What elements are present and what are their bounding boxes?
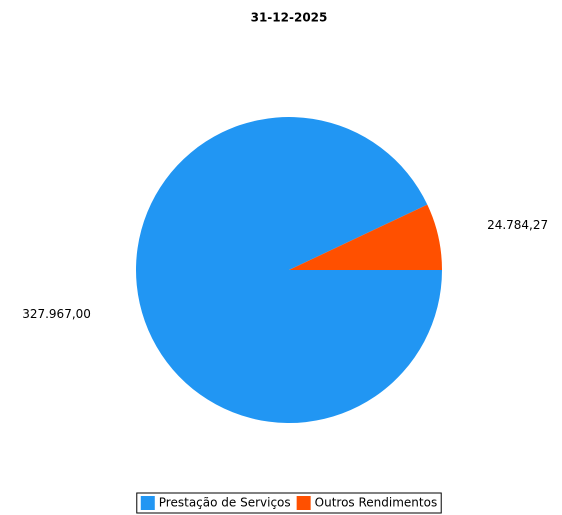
legend-label: Outros Rendimentos [315,496,438,510]
legend-label: Prestação de Serviços [159,496,291,510]
legend-box [136,492,442,514]
data-label: 327.967,00 [22,307,91,321]
legend-swatch [296,496,311,510]
pie-slice [136,116,443,423]
data-label: 24.784,27 [487,218,548,232]
pie-slice [289,204,442,270]
chart-title: 31-12-2025 [251,11,328,25]
legend-swatch [140,496,155,510]
